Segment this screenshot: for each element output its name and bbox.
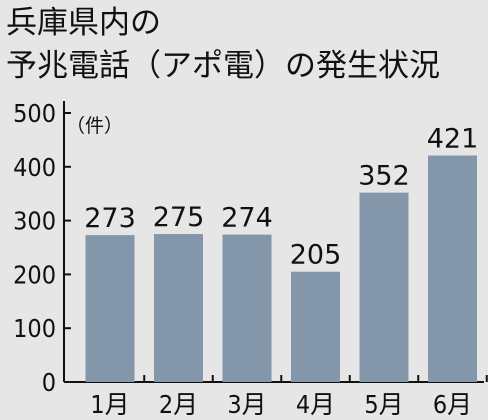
chart-title-line-2: 予兆電話（アポ電）の発生状況 (6, 48, 440, 84)
x-tick-label-3: 3月 (227, 390, 266, 419)
y-tick-label-400: 400 (13, 153, 56, 182)
y-tick-label-300: 300 (13, 207, 56, 236)
x-tick-label-5: 5月 (364, 390, 403, 419)
bar-5 (359, 192, 409, 382)
x-tick-label-1: 1月 (90, 390, 129, 419)
y-tick-label-0: 0 (42, 368, 56, 397)
data-label-4: 205 (290, 240, 342, 271)
bar-2 (154, 234, 203, 382)
bar-4 (291, 271, 340, 382)
y-axis-unit-label: （件） (66, 115, 123, 137)
x-tick-label-2: 2月 (159, 390, 198, 419)
y-tick-label-100: 100 (13, 314, 56, 343)
data-label-5: 352 (358, 161, 410, 192)
bar-1 (85, 235, 135, 382)
bar-3 (222, 234, 272, 382)
x-tick-label-4: 4月 (296, 390, 335, 419)
x-tick-label-6: 6月 (433, 390, 472, 419)
y-tick-label-500: 500 (13, 99, 56, 128)
data-label-2: 275 (153, 202, 205, 233)
y-tick-label-200: 200 (13, 260, 56, 289)
plot-area: 0 100 200 300 400 500 273 1月 275 2月 274 3月 205 4月 352 5… (13, 99, 488, 419)
data-label-1: 273 (84, 203, 136, 234)
data-label-3: 274 (221, 203, 273, 234)
bar-6 (428, 155, 477, 382)
data-label-6: 421 (427, 124, 479, 155)
chart-title-line-1: 兵庫県内の (6, 5, 161, 41)
